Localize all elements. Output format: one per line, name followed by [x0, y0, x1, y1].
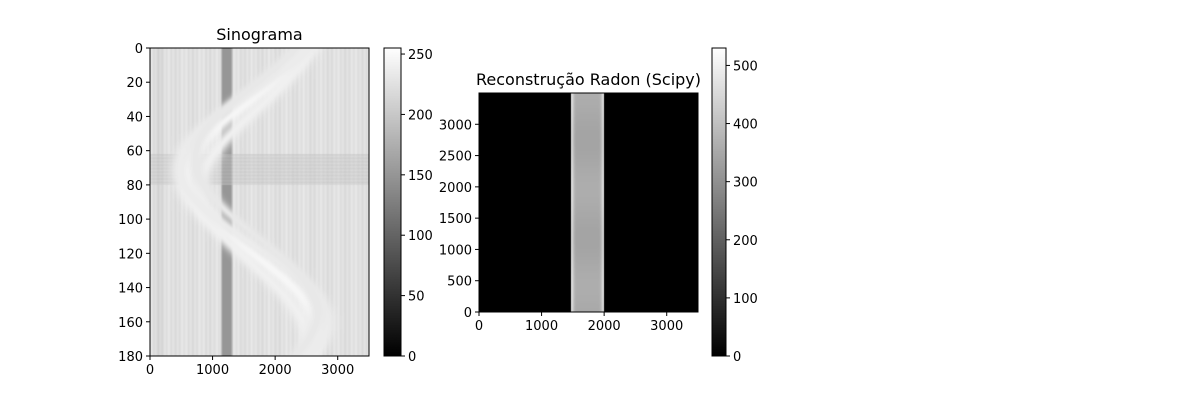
reconstruction-colorbar-frame [711, 47, 727, 357]
sinogram-axes-frame [149, 47, 370, 357]
reconstruction-axes-frame [478, 92, 699, 313]
reconstruction-y-tick-label: 500 [447, 275, 472, 290]
sinogram-y-tick-label: 160 [118, 316, 143, 331]
sinogram-colorbar-tick-label: 100 [408, 229, 433, 244]
sinogram-x-tick-label: 2000 [259, 363, 292, 378]
reconstruction-colorbar-tick-label: 500 [733, 59, 758, 74]
sinogram-image [150, 48, 369, 356]
sinogram-y-tick-label: 80 [126, 179, 143, 194]
sinogram-y-tick-label: 140 [118, 282, 143, 297]
reconstruction-colorbar-tick-label: 400 [733, 118, 758, 133]
sinogram-colorbar-tick-label: 0 [408, 350, 416, 365]
sinogram-y-tick-label: 120 [118, 247, 143, 262]
sinogram-colorbar-tick-label: 50 [408, 290, 425, 305]
sinogram-colorbar-frame [383, 47, 402, 357]
reconstruction-y-tick-label: 3000 [439, 118, 472, 133]
reconstruction-x-tick-label: 3000 [650, 319, 683, 334]
reconstruction-colorbar-gradient [712, 48, 726, 356]
reconstruction-y-tick-label: 2000 [439, 181, 472, 196]
reconstruction-colorbar-tick-label: 200 [733, 234, 758, 249]
reconstruction-x-tick-label: 2000 [588, 319, 621, 334]
reconstruction-y-tick-label: 1000 [439, 243, 472, 258]
reconstruction-x-tick-label: 0 [475, 319, 483, 334]
reconstruction-image [479, 93, 698, 312]
sinogram-colorbar-gradient [384, 48, 401, 356]
sinogram-colorbar-tick-label: 150 [408, 169, 433, 184]
sinogram-colorbar-tick-label: 250 [408, 48, 433, 63]
sinogram-y-tick-label: 0 [135, 42, 143, 57]
sinogram-panel: 0 1000 2000 3000020406080100120140160180Sin… [118, 25, 433, 378]
reconstruction-y-tick-label: 0 [464, 306, 472, 321]
reconstruction-x-tick-label: 1000 [525, 319, 558, 334]
sinogram-title: Sinograma [216, 25, 302, 44]
reconstruction-colorbar-tick-label: 100 [733, 292, 758, 307]
sinogram-y-tick-label: 20 [126, 76, 143, 91]
sinogram-colorbar-tick-label: 200 [408, 108, 433, 123]
reconstruction-y-tick-label: 2500 [439, 150, 472, 165]
sinogram-x-tick-label: 0 [146, 363, 154, 378]
sinogram-y-tick-label: 100 [118, 213, 143, 228]
reconstruction-colorbar-tick-label: 300 [733, 176, 758, 191]
reconstruction-y-tick-label: 1500 [439, 212, 472, 227]
sinogram-y-tick-label: 60 [126, 145, 143, 160]
sinogram-x-tick-label: 1000 [196, 363, 229, 378]
sinogram-y-tick-label: 180 [118, 350, 143, 365]
reconstruction-colorbar-tick-label: 0 [733, 350, 741, 365]
reconstruction-title: Reconstrução Radon (Scipy) [476, 70, 701, 89]
sinogram-y-tick-label: 40 [126, 110, 143, 125]
reconstruction-panel: 0 1000 2000 3000050010001500200025003000Rec… [439, 47, 758, 365]
sinogram-x-tick-label: 3000 [321, 363, 354, 378]
